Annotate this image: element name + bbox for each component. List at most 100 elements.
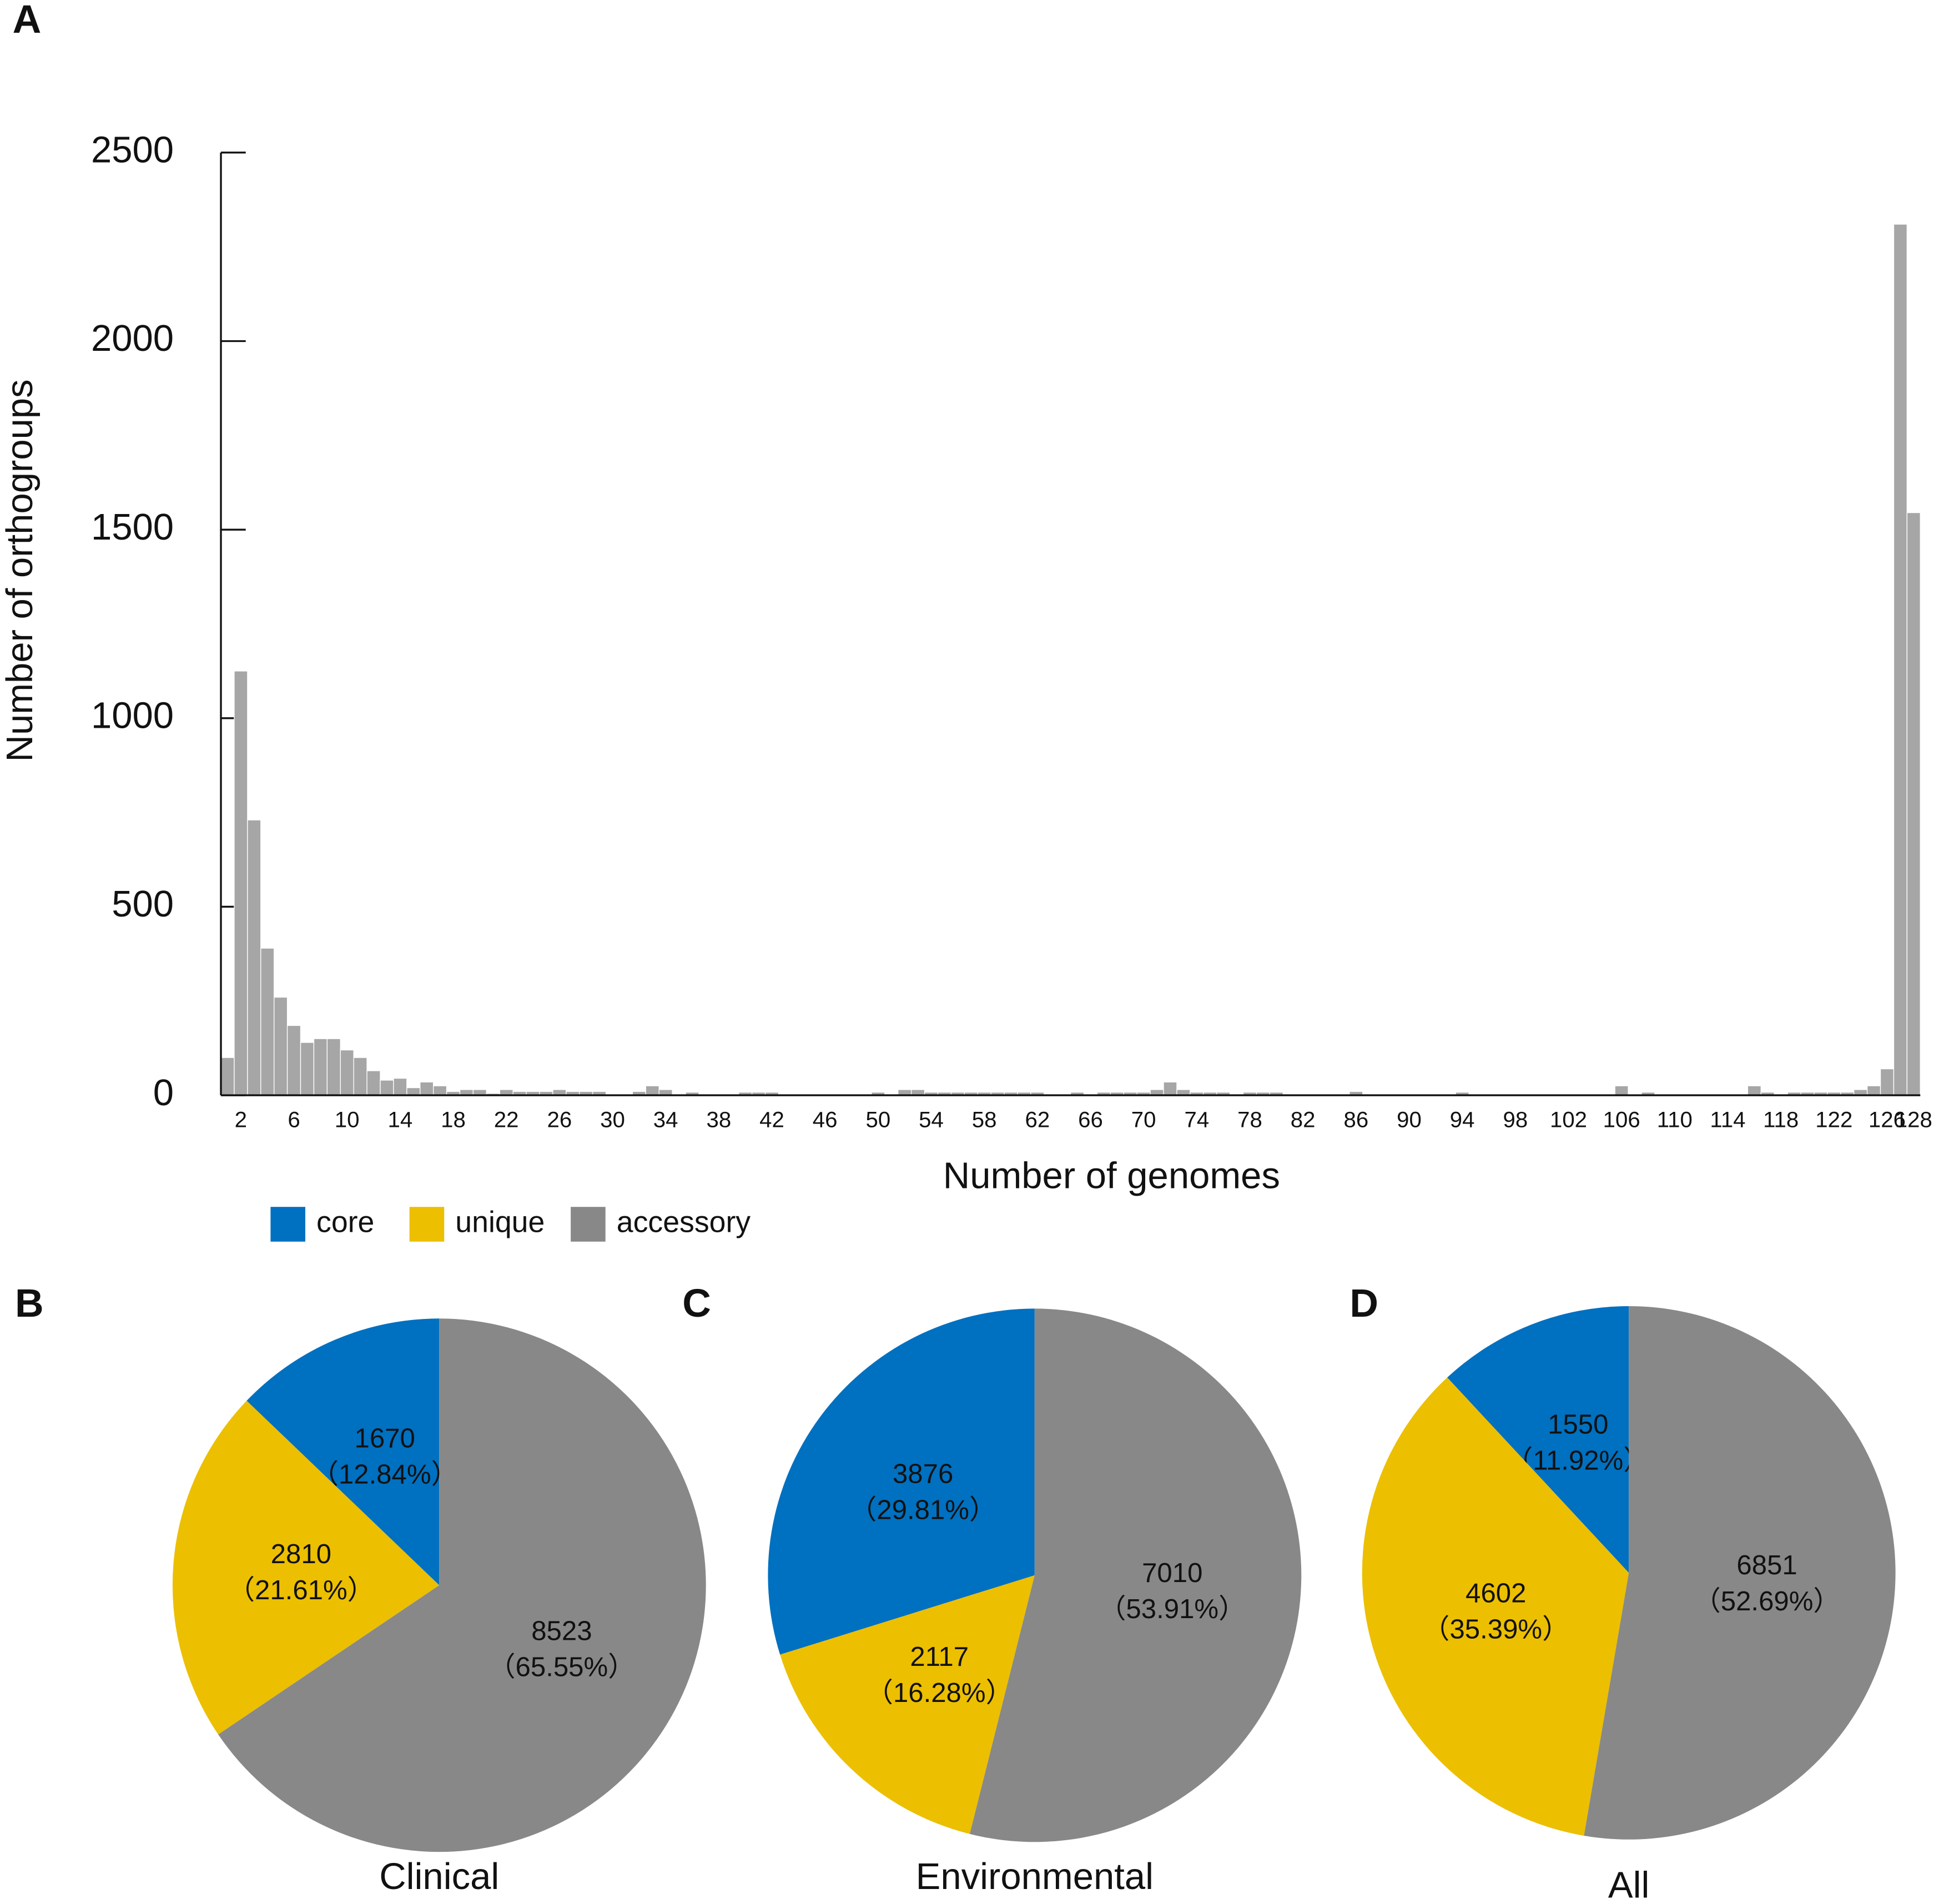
y-tick-label: 2500: [91, 129, 174, 171]
bar: [432, 1085, 447, 1096]
bar: [420, 1081, 434, 1096]
slice-value-label: 2810: [271, 1539, 331, 1569]
pie-slice: [768, 1308, 1035, 1655]
legend-label: core: [316, 1206, 374, 1239]
x-tick-label: 90: [1397, 1107, 1422, 1132]
legend-swatch: [571, 1207, 606, 1242]
x-tick-label: 98: [1503, 1107, 1528, 1132]
y-tick-label: 0: [153, 1072, 174, 1114]
x-tick-label: 14: [387, 1107, 412, 1132]
slice-value-label: 7010: [1142, 1558, 1202, 1588]
x-tick-label: 6: [288, 1107, 300, 1132]
x-tick-label: 122: [1815, 1107, 1852, 1132]
x-tick-label: 18: [441, 1107, 466, 1132]
pie-slice: [246, 1318, 440, 1585]
bar: [1747, 1085, 1761, 1096]
panel-label: B: [15, 1281, 44, 1326]
bar: [340, 1049, 354, 1096]
x-tick-label: 114: [1710, 1107, 1745, 1132]
x-tick-label: 38: [706, 1107, 731, 1132]
bar: [300, 1042, 315, 1096]
pie-slice: [172, 1401, 440, 1735]
bar: [393, 1077, 407, 1096]
x-tick-label: 110: [1657, 1107, 1693, 1132]
pie-slice: [1584, 1306, 1896, 1840]
x-tick-label: 126: [1869, 1107, 1906, 1132]
slice-value-label: 2117: [910, 1642, 969, 1672]
bar: [220, 1057, 235, 1096]
slice-value-label: 8523: [531, 1616, 592, 1646]
y-tick-label: 1500: [91, 506, 174, 548]
panel-label: A: [13, 0, 42, 42]
pie-title: Environmental: [916, 1856, 1154, 1897]
legend-swatch: [409, 1207, 445, 1242]
x-tick-label: 66: [1078, 1107, 1103, 1132]
bar: [1614, 1085, 1629, 1096]
slice-percent-label: （29.81%）: [849, 1495, 996, 1525]
x-tick-label: 86: [1343, 1107, 1368, 1132]
bar: [353, 1057, 367, 1096]
pie-title: Clinical: [379, 1856, 499, 1897]
slice-value-label: 4602: [1465, 1579, 1526, 1609]
slice-percent-label: （53.91%）: [1099, 1594, 1246, 1624]
slice-percent-label: （16.28%）: [866, 1678, 1013, 1708]
x-tick-label: 62: [1025, 1107, 1050, 1132]
x-tick-label: 34: [653, 1107, 678, 1132]
x-tick-label: 26: [547, 1107, 572, 1132]
x-tick-label: 128: [1895, 1107, 1932, 1132]
pie-slice: [780, 1575, 1035, 1834]
x-tick-label: 78: [1237, 1107, 1262, 1132]
bar: [1866, 1085, 1881, 1096]
x-tick-label: 74: [1184, 1107, 1209, 1132]
bar: [234, 671, 248, 1096]
bar: [1880, 1068, 1895, 1096]
x-tick-label: 94: [1450, 1107, 1475, 1132]
slice-percent-label: （52.69%）: [1694, 1586, 1841, 1616]
x-tick-label: 30: [600, 1107, 625, 1132]
y-tick-label: 1000: [91, 694, 174, 736]
bar: [366, 1070, 381, 1096]
x-tick-label: 22: [494, 1107, 519, 1132]
x-tick-label: 58: [972, 1107, 997, 1132]
bar: [1906, 512, 1921, 1096]
x-tick-label: 70: [1131, 1107, 1156, 1132]
x-tick-label: 82: [1291, 1107, 1316, 1132]
panel-label: C: [682, 1281, 711, 1326]
x-axis-label: Number of genomes: [943, 1155, 1280, 1197]
pie-slice: [1362, 1377, 1629, 1836]
slice-percent-label: （35.39%）: [1422, 1614, 1569, 1644]
slice-percent-label: （65.55%）: [488, 1652, 635, 1682]
x-tick-label: 46: [813, 1107, 838, 1132]
bar: [1163, 1081, 1177, 1096]
x-tick-label: 50: [865, 1107, 890, 1132]
pie-slice: [1447, 1306, 1629, 1573]
bar: [286, 1025, 301, 1096]
y-tick-label: 500: [112, 883, 174, 925]
x-tick-label: 2: [235, 1107, 247, 1132]
bar: [326, 1038, 341, 1096]
x-tick-label: 118: [1763, 1107, 1799, 1132]
x-tick-label: 106: [1603, 1107, 1640, 1132]
slice-percent-label: （21.61%）: [228, 1575, 375, 1605]
legend-label: unique: [455, 1206, 545, 1239]
bar: [380, 1080, 394, 1096]
x-tick-label: 42: [759, 1107, 784, 1132]
x-tick-label: 54: [919, 1107, 944, 1132]
slice-value-label: 6851: [1736, 1550, 1797, 1580]
pie-slice: [218, 1318, 706, 1852]
y-tick-label: 2000: [91, 318, 174, 359]
bar: [247, 819, 261, 1096]
bar: [1893, 224, 1908, 1096]
x-tick-label: 102: [1550, 1107, 1587, 1132]
x-tick-label: 10: [335, 1107, 360, 1132]
pie-title: All: [1608, 1865, 1649, 1904]
slice-percent-label: （12.84%）: [311, 1459, 459, 1489]
bar: [313, 1038, 328, 1096]
bar: [273, 996, 288, 1096]
y-axis-label: Number of orthogroups: [0, 379, 41, 762]
legend-swatch: [270, 1207, 305, 1242]
bar: [406, 1087, 421, 1096]
slice-value-label: 3876: [893, 1459, 953, 1489]
bar: [645, 1085, 659, 1096]
